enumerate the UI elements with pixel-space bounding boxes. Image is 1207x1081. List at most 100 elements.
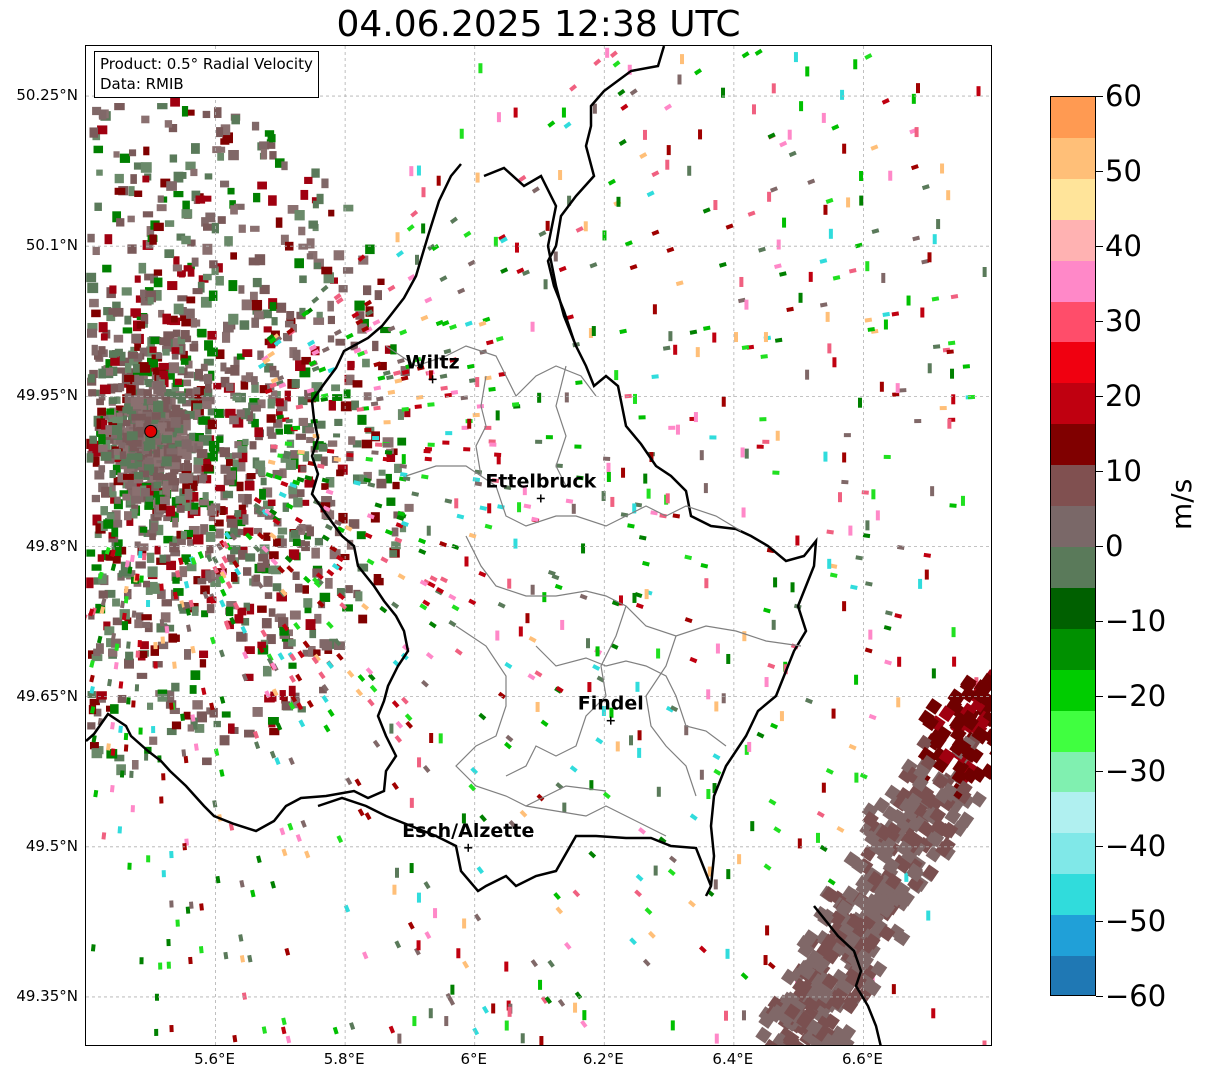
echo-pixel <box>737 854 742 865</box>
echo-pixel <box>281 161 288 171</box>
echo-pixel <box>931 296 940 302</box>
echo-pixel <box>281 848 288 857</box>
echo-pixel <box>325 577 333 589</box>
echo-pixel <box>491 478 500 484</box>
echo-pixel <box>104 626 115 636</box>
echo-pixel <box>89 127 99 138</box>
echo-pixel <box>111 638 121 648</box>
echo-pixel <box>353 475 360 483</box>
echo-pixel <box>538 230 547 238</box>
echo-pixel <box>92 246 100 256</box>
echo-pixel <box>404 713 413 722</box>
echo-pixel <box>237 445 248 453</box>
echo-pixel <box>653 865 658 876</box>
echo-pixel <box>646 190 655 198</box>
echo-pixel <box>183 265 193 272</box>
echo-pixel <box>280 480 289 488</box>
city-ettelbruck[interactable]: Ettelbruck <box>485 470 597 503</box>
echo-pixel <box>859 195 864 206</box>
echo-pixel <box>496 112 501 123</box>
city-findel[interactable]: Findel <box>578 693 644 725</box>
echo-pixel <box>175 570 181 578</box>
echo-pixel <box>218 146 226 153</box>
echo-pixel <box>200 585 210 595</box>
echo-pixel <box>290 450 299 459</box>
echo-pixel <box>130 174 137 184</box>
echo-pixel <box>166 448 178 455</box>
echo-pixel <box>751 104 756 115</box>
radar-site[interactable] <box>144 424 158 438</box>
echo-pixel <box>747 210 756 217</box>
echo-pixel <box>346 374 355 386</box>
echo-pixel <box>564 941 572 950</box>
radar-map[interactable]: Wiltz Ettelbruck Findel Esch/Alzette <box>85 45 992 1046</box>
echo-pixel <box>409 797 414 808</box>
echo-pixel <box>281 1017 287 1026</box>
echo-pixel <box>930 486 935 497</box>
echo-pixel <box>172 661 177 669</box>
echo-pixel <box>542 592 547 603</box>
echo-pixel <box>971 725 989 743</box>
echo-pixel <box>137 640 142 648</box>
echo-pixel <box>103 411 110 420</box>
echo-pixel <box>596 675 605 683</box>
echo-pixel <box>269 728 280 736</box>
echo-pixel <box>222 132 233 144</box>
echo-pixel <box>357 808 365 817</box>
echo-pixel <box>286 327 295 335</box>
echo-pixel <box>553 892 561 901</box>
echo-pixel <box>232 1034 238 1043</box>
echo-pixel <box>438 733 443 744</box>
echo-pixel <box>309 628 317 639</box>
echo-pixel <box>321 641 332 651</box>
city-markers: Wiltz Ettelbruck Findel Esch/Alzette <box>402 351 644 852</box>
echo-pixel <box>949 503 957 508</box>
echo-pixel <box>288 701 296 710</box>
echo-pixel <box>119 451 126 459</box>
echo-pixel <box>286 311 295 320</box>
echo-pixel <box>99 606 106 615</box>
echo-pixel <box>279 626 289 636</box>
echo-pixel <box>163 690 175 701</box>
city-wiltz[interactable]: Wiltz <box>406 351 460 384</box>
echo-pixel <box>675 424 680 435</box>
echo-pixel <box>166 624 175 632</box>
echo-pixel <box>323 272 335 284</box>
echo-pixel <box>426 525 431 536</box>
echo-pixel <box>221 711 231 718</box>
echo-pixel <box>269 508 278 516</box>
echo-pixel <box>566 314 574 321</box>
echo-pixel <box>642 129 647 140</box>
echo-pixel <box>414 404 422 409</box>
echo-pixel <box>386 453 396 462</box>
echo-pixel <box>617 88 626 97</box>
echo-pixel <box>289 653 297 662</box>
echo-pixel <box>133 458 142 468</box>
echo-pixel <box>202 492 209 500</box>
echo-pixel <box>169 900 174 908</box>
echo-pixel <box>389 723 394 734</box>
echo-pixel <box>270 377 279 384</box>
echo-pixel <box>171 462 180 470</box>
echo-pixel <box>468 783 477 792</box>
echo-pixel <box>164 463 172 470</box>
echo-pixel <box>295 673 303 682</box>
echo-pixel <box>226 601 237 610</box>
echo-pixel <box>182 483 190 494</box>
echo-pixel <box>162 345 172 352</box>
echo-pixel <box>126 453 137 460</box>
echo-pixel <box>168 123 178 133</box>
echo-pixel <box>132 370 141 379</box>
echo-pixel <box>391 527 399 537</box>
echo-pixel <box>133 471 143 480</box>
echo-pixel <box>311 547 320 559</box>
echo-pixel <box>416 892 421 903</box>
city-esch-alzette[interactable]: Esch/Alzette <box>402 820 534 852</box>
echo-pixel <box>554 583 563 591</box>
echo-pixel <box>412 1016 417 1027</box>
echo-pixel <box>109 366 118 376</box>
echo-pixel <box>329 638 338 649</box>
echo-pixel <box>157 693 168 702</box>
echo-pixel <box>311 656 319 665</box>
echo-pixel <box>353 480 361 486</box>
